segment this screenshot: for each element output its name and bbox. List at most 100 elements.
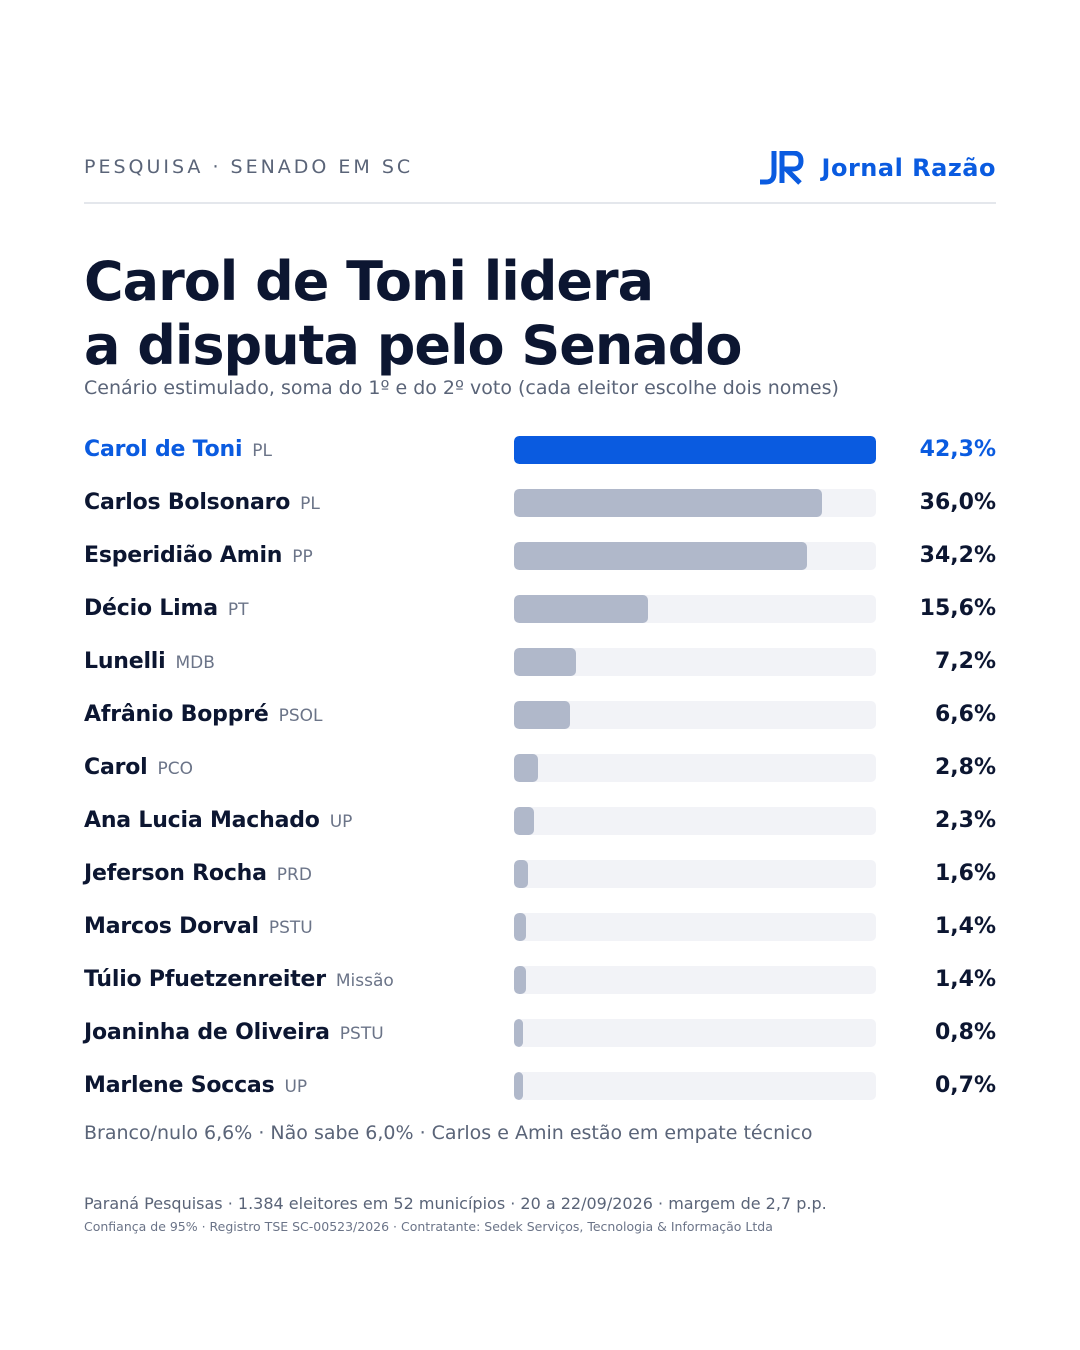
bar [514,966,526,994]
candidate-label: Joaninha de Oliveira PSTU [84,1013,384,1053]
candidate-name: Décio Lima [84,596,218,621]
bar-row: Túlio Pfuetzenreiter Missão 1,4% [0,960,1080,1000]
bar-track [514,701,876,729]
candidate-party: PSTU [268,918,313,938]
bar [514,807,534,835]
bar [514,754,538,782]
candidate-label: Carol PCO [84,748,193,788]
candidate-label: Ana Lucia Machado UP [84,801,352,841]
bar [514,913,526,941]
candidate-name: Afrânio Boppré [84,702,269,727]
bar-track [514,489,876,517]
bar [514,1072,523,1100]
candidate-label: Túlio Pfuetzenreiter Missão [84,960,394,1000]
chart-subtitle: Cenário estimulado, soma do 1º e do 2º v… [84,377,839,399]
bar-track [514,860,876,888]
candidate-party: PCO [157,759,194,779]
fine-print: Confiança de 95% · Registro TSE SC-00523… [84,1219,773,1234]
bar-row: Carlos Bolsonaro PL 36,0% [0,483,1080,523]
value-label: 2,3% [934,808,996,833]
value-label: 1,4% [934,967,996,992]
candidate-label: Esperidião Amin PP [84,536,313,576]
bar-track [514,1072,876,1100]
source-line: Paraná Pesquisas · 1.384 eleitores em 52… [84,1194,827,1213]
bar-row: Joaninha de Oliveira PSTU 0,8% [0,1013,1080,1053]
candidate-name: Túlio Pfuetzenreiter [84,967,326,992]
value-label: 1,4% [934,914,996,939]
value-label: 36,0% [919,490,996,515]
value-label: 6,6% [934,702,996,727]
bar-row: Décio Lima PT 15,6% [0,589,1080,629]
candidate-party: PP [292,547,313,567]
headline: Carol de Toni lidera a disputa pelo Sena… [84,250,743,378]
candidate-label: Marcos Dorval PSTU [84,907,313,947]
bar-track [514,595,876,623]
candidate-name: Lunelli [84,649,166,674]
value-label: 2,8% [934,755,996,780]
bar [514,436,876,464]
headline-line-2: a disputa pelo Senado [84,314,743,377]
candidate-party: PRD [276,865,312,885]
bar-track [514,542,876,570]
bar-track [514,436,876,464]
bar-row: Marlene Soccas UP 0,7% [0,1066,1080,1106]
candidate-label: Carlos Bolsonaro PL [84,483,320,523]
candidate-name: Carol de Toni [84,437,243,462]
candidate-party: PL [300,494,320,514]
bar-track [514,966,876,994]
candidate-label: Carol de Toni PL [84,430,272,470]
bar-row: Marcos Dorval PSTU 1,4% [0,907,1080,947]
value-label: 34,2% [919,543,996,568]
candidate-party: MDB [175,653,215,673]
bar-track [514,1019,876,1047]
bar-track [514,754,876,782]
bar [514,648,576,676]
candidate-party: PL [252,441,273,461]
candidate-party: UP [284,1077,308,1097]
jr-logo-icon [759,151,804,185]
results-note: Branco/nulo 6,6% · Não sabe 6,0% · Carlo… [84,1122,813,1144]
candidate-name: Esperidião Amin [84,543,283,568]
value-label: 0,8% [934,1020,996,1045]
candidate-name: Ana Lucia Machado [84,808,320,833]
candidate-label: Lunelli MDB [84,642,215,682]
bar [514,595,648,623]
bar-row: Jeferson Rocha PRD 1,6% [0,854,1080,894]
candidate-label: Marlene Soccas UP [84,1066,307,1106]
bar [514,701,570,729]
candidate-label: Afrânio Boppré PSOL [84,695,323,735]
value-label: 0,7% [934,1073,996,1098]
candidate-party: PSOL [278,706,323,726]
candidate-party: PT [227,600,249,620]
bar-row: Ana Lucia Machado UP 2,3% [0,801,1080,841]
header-divider [84,202,996,204]
candidate-name: Carol [84,755,148,780]
value-label: 7,2% [934,649,996,674]
bar [514,860,528,888]
bar-row: Carol PCO 2,8% [0,748,1080,788]
value-label: 1,6% [934,861,996,886]
bar-row: Lunelli MDB 7,2% [0,642,1080,682]
candidate-name: Joaninha de Oliveira [84,1020,330,1045]
bar-track [514,913,876,941]
value-label: 42,3% [919,437,996,462]
candidate-label: Décio Lima PT [84,589,249,629]
headline-line-1: Carol de Toni lidera [84,250,654,313]
candidate-label: Jeferson Rocha PRD [84,854,312,894]
bar-row: Esperidião Amin PP 34,2% [0,536,1080,576]
candidate-party: Missão [335,971,394,991]
candidate-party: UP [329,812,353,832]
bar-row: Carol de Toni PL 42,3% [0,430,1080,470]
bar-row: Afrânio Boppré PSOL 6,6% [0,695,1080,735]
bar-track [514,807,876,835]
brand-name: Jornal Razão [821,154,996,182]
brand[interactable]: Jornal Razão [759,148,996,188]
bar [514,542,807,570]
candidate-name: Carlos Bolsonaro [84,490,291,515]
bar-track [514,648,876,676]
candidate-name: Marcos Dorval [84,914,259,939]
bar [514,489,822,517]
bar [514,1019,523,1047]
